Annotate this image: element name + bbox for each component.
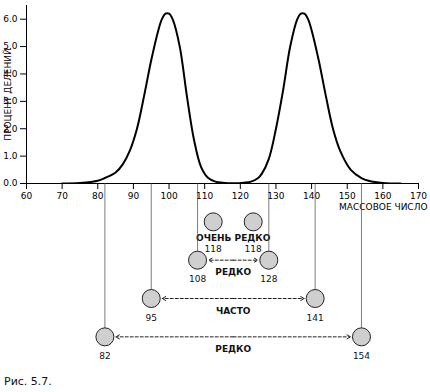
svg-text:130: 130 bbox=[267, 191, 284, 201]
svg-text:160: 160 bbox=[374, 191, 391, 201]
svg-text:140: 140 bbox=[303, 191, 320, 201]
svg-text:118: 118 bbox=[245, 244, 262, 254]
svg-text:0.0: 0.0 bbox=[3, 178, 18, 188]
svg-text:5.0: 5.0 bbox=[3, 41, 18, 52]
svg-text:60: 60 bbox=[21, 191, 33, 201]
svg-text:РЕДКО: РЕДКО bbox=[215, 344, 251, 354]
svg-text:ПРОЦЕНТ ДЕЛЕНИЙ: ПРОЦЕНТ ДЕЛЕНИЙ bbox=[2, 48, 13, 140]
svg-text:95: 95 bbox=[146, 313, 157, 323]
svg-text:ЧАСТО: ЧАСТО bbox=[216, 306, 251, 316]
svg-text:90: 90 bbox=[128, 191, 140, 201]
svg-text:6.0: 6.0 bbox=[3, 14, 18, 24]
svg-text:МАССОВОЕ ЧИСЛО: МАССОВОЕ ЧИСЛО bbox=[339, 202, 427, 212]
svg-text:154: 154 bbox=[353, 351, 370, 361]
svg-text:108: 108 bbox=[189, 274, 206, 284]
svg-text:110: 110 bbox=[196, 191, 213, 201]
svg-text:141: 141 bbox=[307, 313, 324, 323]
svg-text:170: 170 bbox=[410, 191, 427, 201]
html-text:Рис. 5.7.: Рис. 5.7. bbox=[4, 375, 52, 388]
svg-text:150: 150 bbox=[339, 191, 356, 201]
svg-text:1.0: 1.0 bbox=[3, 151, 18, 161]
svg-text:70: 70 bbox=[56, 191, 68, 201]
svg-text:ОЧЕНЬ РЕДКО: ОЧЕНЬ РЕДКО bbox=[196, 233, 271, 243]
svg-text:118: 118 bbox=[205, 244, 222, 254]
svg-text:100: 100 bbox=[160, 191, 177, 201]
svg-text:120: 120 bbox=[232, 191, 249, 201]
svg-text:80: 80 bbox=[92, 191, 104, 201]
svg-text:128: 128 bbox=[260, 274, 277, 284]
svg-text:РЕДКО: РЕДКО bbox=[215, 267, 251, 277]
svg-text:82: 82 bbox=[99, 351, 110, 361]
